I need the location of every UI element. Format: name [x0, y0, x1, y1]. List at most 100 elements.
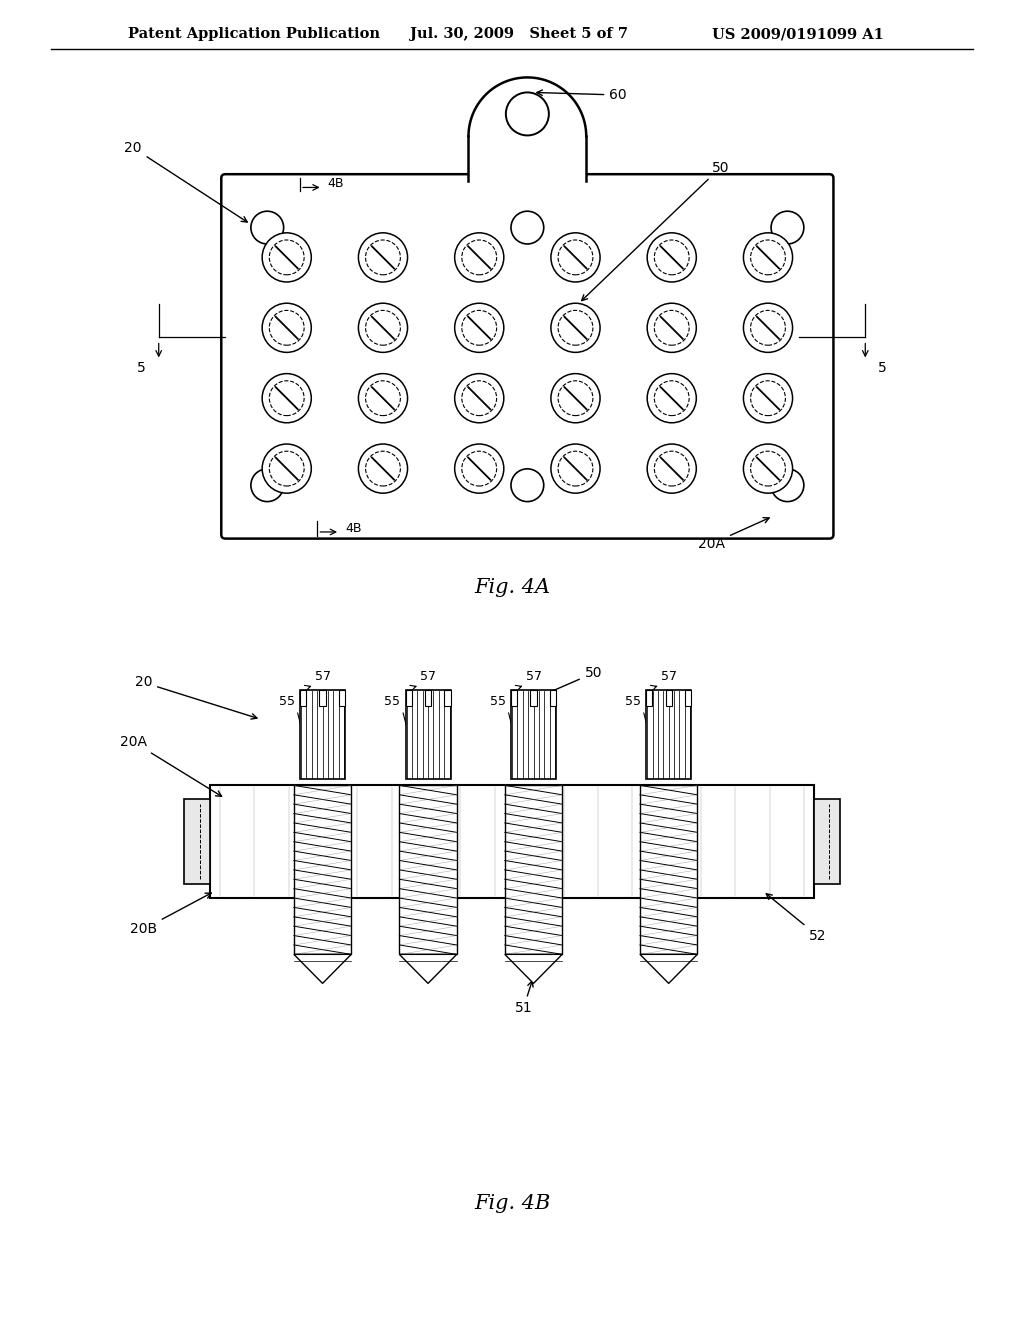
Circle shape — [558, 310, 593, 346]
Circle shape — [251, 469, 284, 502]
Bar — [300, 690, 345, 779]
Circle shape — [455, 304, 504, 352]
Circle shape — [771, 469, 804, 502]
Bar — [425, 690, 431, 706]
Polygon shape — [505, 954, 562, 983]
Bar — [511, 690, 517, 706]
Text: 4B: 4B — [345, 521, 361, 535]
Circle shape — [462, 380, 497, 416]
Circle shape — [751, 451, 785, 486]
Polygon shape — [469, 78, 586, 181]
Polygon shape — [399, 954, 457, 983]
Text: Patent Application Publication: Patent Application Publication — [128, 28, 380, 41]
Circle shape — [647, 232, 696, 282]
Circle shape — [462, 240, 497, 275]
Text: 4B: 4B — [328, 177, 344, 190]
Circle shape — [551, 374, 600, 422]
Text: 57: 57 — [525, 669, 542, 682]
Text: 20: 20 — [134, 676, 257, 719]
Bar — [666, 690, 672, 706]
Circle shape — [358, 232, 408, 282]
Bar — [406, 690, 451, 779]
Circle shape — [269, 310, 304, 346]
Circle shape — [366, 310, 400, 346]
Bar — [210, 785, 814, 898]
Text: 5: 5 — [137, 362, 145, 375]
Circle shape — [269, 451, 304, 486]
Bar — [511, 690, 556, 779]
Circle shape — [358, 304, 408, 352]
Bar — [550, 690, 556, 706]
Circle shape — [654, 310, 689, 346]
Circle shape — [455, 374, 504, 422]
Circle shape — [366, 240, 400, 275]
Text: 5: 5 — [879, 362, 887, 375]
Polygon shape — [640, 954, 697, 983]
Circle shape — [558, 380, 593, 416]
Circle shape — [654, 380, 689, 416]
Bar — [339, 690, 345, 706]
Circle shape — [462, 310, 497, 346]
Text: 52: 52 — [766, 894, 826, 942]
Bar — [399, 785, 457, 954]
Polygon shape — [294, 954, 351, 983]
Circle shape — [269, 240, 304, 275]
Bar — [444, 690, 451, 706]
Bar — [640, 785, 697, 954]
Text: 55: 55 — [279, 694, 295, 708]
Circle shape — [743, 374, 793, 422]
Circle shape — [551, 304, 600, 352]
Text: 20A: 20A — [120, 735, 221, 796]
Bar — [685, 690, 691, 706]
Text: 60: 60 — [537, 88, 627, 102]
Circle shape — [647, 444, 696, 494]
Circle shape — [262, 232, 311, 282]
Circle shape — [654, 451, 689, 486]
Circle shape — [751, 310, 785, 346]
Bar — [646, 690, 652, 706]
Bar — [319, 690, 326, 706]
Circle shape — [262, 374, 311, 422]
Bar — [300, 690, 306, 706]
Text: 57: 57 — [314, 669, 331, 682]
Text: Jul. 30, 2009   Sheet 5 of 7: Jul. 30, 2009 Sheet 5 of 7 — [410, 28, 628, 41]
Circle shape — [455, 232, 504, 282]
Text: 51: 51 — [514, 981, 534, 1015]
Text: 20: 20 — [124, 141, 247, 222]
Circle shape — [366, 380, 400, 416]
Text: 57: 57 — [660, 669, 677, 682]
Circle shape — [366, 451, 400, 486]
Circle shape — [771, 211, 804, 244]
Circle shape — [558, 240, 593, 275]
Circle shape — [269, 380, 304, 416]
Bar — [814, 800, 840, 883]
Circle shape — [743, 444, 793, 494]
Circle shape — [506, 92, 549, 136]
Text: 50: 50 — [543, 667, 602, 696]
Circle shape — [262, 444, 311, 494]
Circle shape — [743, 304, 793, 352]
Text: Fig. 4B: Fig. 4B — [474, 1195, 550, 1213]
Circle shape — [462, 451, 497, 486]
Circle shape — [551, 444, 600, 494]
Bar — [530, 690, 537, 706]
Circle shape — [251, 211, 284, 244]
Circle shape — [654, 240, 689, 275]
Text: 20A: 20A — [698, 517, 769, 550]
Circle shape — [647, 304, 696, 352]
Circle shape — [558, 451, 593, 486]
Bar — [294, 785, 351, 954]
Circle shape — [511, 211, 544, 244]
Circle shape — [455, 444, 504, 494]
Circle shape — [551, 232, 600, 282]
Bar — [505, 785, 562, 954]
Text: 55: 55 — [625, 694, 641, 708]
Text: 55: 55 — [384, 694, 400, 708]
Circle shape — [358, 444, 408, 494]
Circle shape — [358, 374, 408, 422]
Circle shape — [262, 304, 311, 352]
Circle shape — [647, 374, 696, 422]
Text: 57: 57 — [420, 669, 436, 682]
Circle shape — [751, 380, 785, 416]
Text: Fig. 4A: Fig. 4A — [474, 578, 550, 597]
